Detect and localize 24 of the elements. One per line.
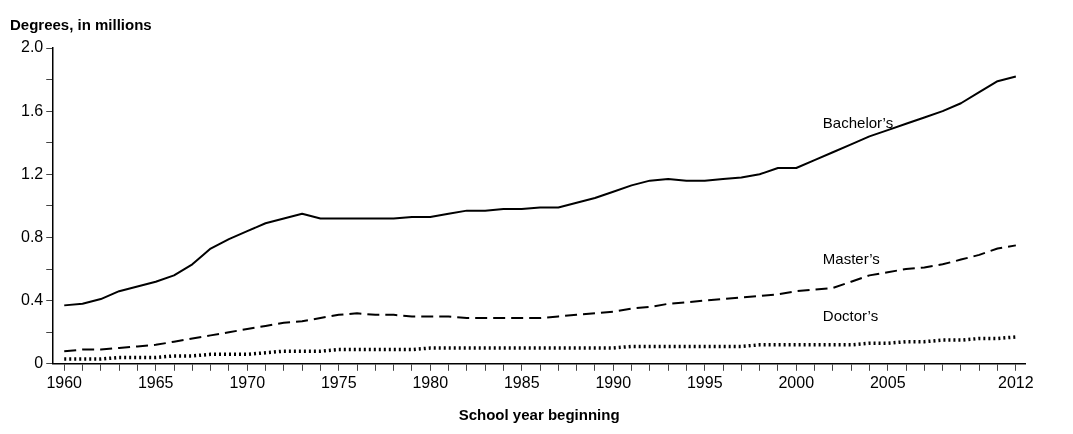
x-tick-label: 2005 [869, 373, 906, 391]
y-tick-label: 1.2 [20, 164, 44, 182]
y-tick-label: 0.4 [20, 291, 44, 309]
x-tick-label: 1965 [137, 373, 174, 391]
x-tick-label: 1970 [229, 373, 266, 391]
series-label: Bachelor’s [822, 114, 894, 132]
x-tick-label: 2000 [778, 373, 815, 391]
x-tick-label: 1980 [412, 373, 449, 391]
y-tick-label: 2.0 [20, 38, 44, 56]
y-axis-title: Degrees, in millions [10, 16, 152, 33]
y-tick-label: 0 [34, 354, 44, 372]
line-series [63, 244, 1017, 353]
x-tick-label: 1990 [595, 373, 632, 391]
x-axis-title: School year beginning [458, 406, 620, 423]
series-label: Doctor’s [822, 306, 879, 324]
line-series [62, 335, 1018, 361]
y-tick-label: 1.6 [20, 101, 44, 119]
x-tick-label: 1960 [46, 373, 83, 391]
y-tick-label: 0.8 [20, 227, 44, 245]
x-tick-label: 1985 [503, 373, 540, 391]
series-label: Master’s [822, 250, 880, 268]
x-tick-label: 1995 [686, 373, 723, 391]
x-tick-label: 2012 [998, 373, 1034, 391]
x-tick-label: 1975 [320, 373, 357, 391]
